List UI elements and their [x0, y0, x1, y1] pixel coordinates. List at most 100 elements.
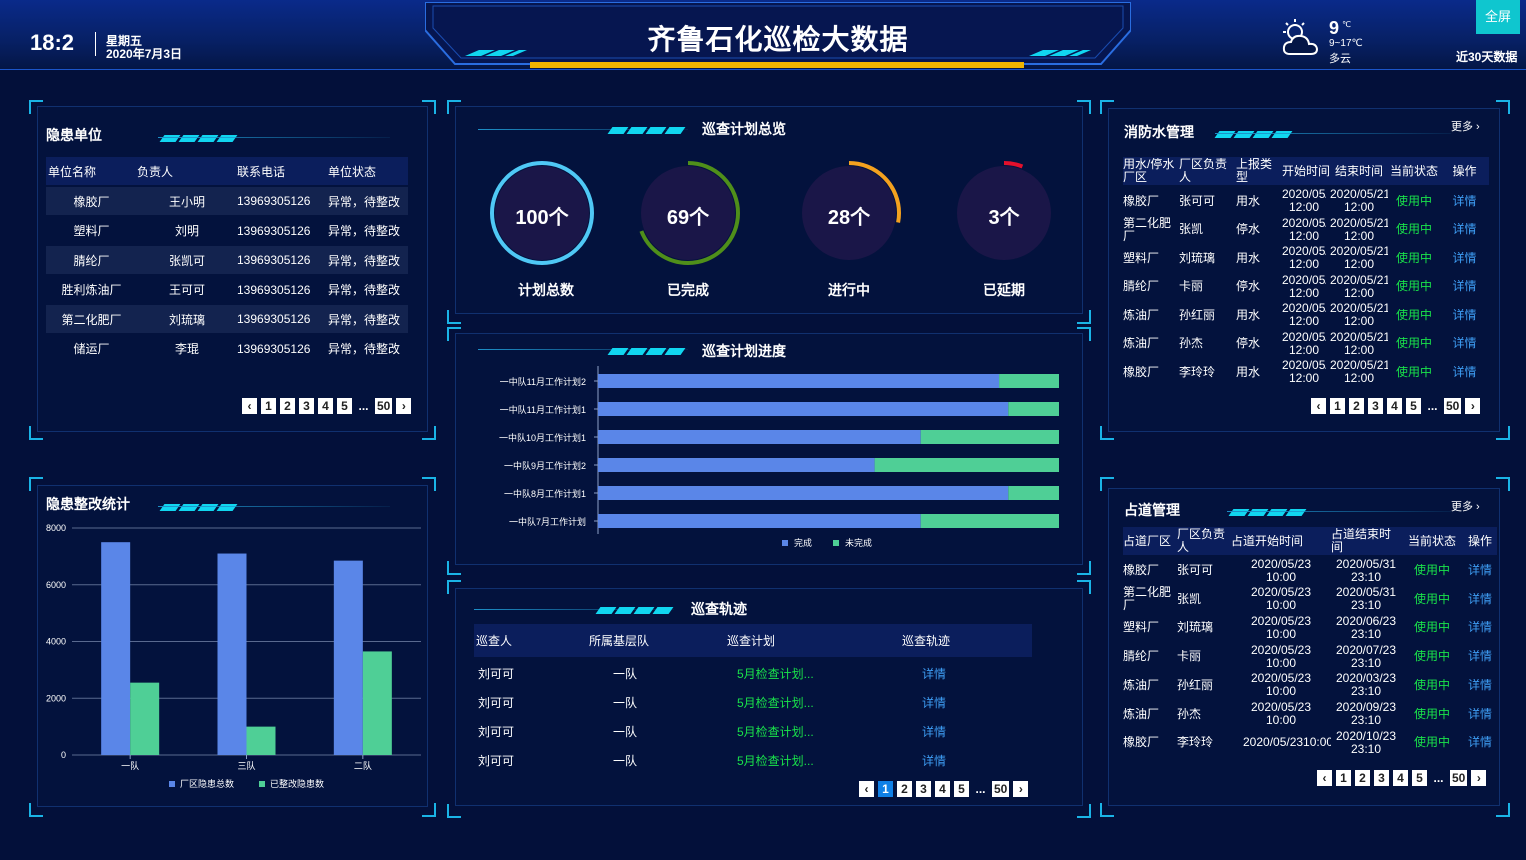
table-cell: 异常，待整改	[328, 224, 401, 238]
pagination: ‹ 1 2 3 4 5... 50 ›	[1317, 770, 1487, 786]
fullscreen-button[interactable]: 全屏	[1476, 0, 1520, 34]
panel-title: 巡查轨迹	[691, 601, 747, 617]
page-button[interactable]: 2	[1349, 398, 1364, 414]
prev-page-button[interactable]: ‹	[1311, 398, 1326, 414]
page-button[interactable]: 1	[261, 398, 276, 414]
detail-link[interactable]: 详情	[1452, 251, 1477, 265]
detail-link[interactable]: 详情	[1467, 736, 1492, 750]
table-cell: 2020/05/23 10:00	[1250, 614, 1312, 641]
detail-link[interactable]: 详情	[1452, 308, 1477, 322]
detail-link[interactable]: 详情	[1452, 365, 1477, 379]
column-header: 上报类型	[1236, 158, 1273, 184]
corner-bracket	[1100, 477, 1114, 491]
detail-link[interactable]: 详情	[1467, 564, 1492, 577]
page-button[interactable]: 2	[280, 398, 295, 414]
table-row: 腈纶厂 卡丽 2020/05/23 10:00 2020/07/23 23:10 使用中…	[1123, 643, 1497, 670]
corner-bracket	[1077, 561, 1091, 575]
page-button[interactable]: 2	[1355, 770, 1370, 786]
detail-link[interactable]: 详情	[1467, 621, 1492, 635]
table-cell: 5月检查计划...	[737, 753, 814, 768]
detail-link[interactable]: 详情	[922, 753, 947, 768]
table-cell: 储运厂	[73, 342, 110, 356]
table-row[interactable]: 储运厂 李琨 13969305126 异常，待整改	[46, 335, 408, 363]
table-row[interactable]: 第二化肥厂 刘琉璃 13969305126 异常，待整改	[46, 305, 408, 333]
bar-total	[333, 560, 363, 755]
table-row: 塑料厂 刘琉璃 2020/05/23 10:00 2020/06/23 23:10 使用…	[1123, 614, 1497, 641]
column-header: 当前状态	[1389, 164, 1438, 178]
detail-link[interactable]: 详情	[922, 695, 947, 710]
table-cell: 2020/05/20 12:00	[1282, 216, 1326, 243]
table-cell: 刘可可	[478, 724, 515, 739]
detail-link[interactable]: 详情	[1467, 678, 1492, 692]
table-row[interactable]: 橡胶厂 王小明 13969305126 异常，待整改	[46, 187, 408, 215]
page-button[interactable]: 5	[954, 781, 969, 797]
detail-link[interactable]: 详情	[1467, 650, 1492, 664]
table-cell: 异常，待整改	[328, 283, 401, 297]
table-row: 刘可可 一队 5月检查计划... 详情	[474, 721, 1032, 741]
corner-bracket	[422, 477, 436, 491]
prev-page-button[interactable]: ‹	[859, 781, 874, 797]
more-link[interactable]: 更多 ›	[1451, 118, 1480, 134]
table-cell: 13969305126	[237, 341, 311, 356]
table-row[interactable]: 塑料厂 刘明 13969305126 异常，待整改	[46, 217, 408, 245]
page-button[interactable]: 4	[1387, 398, 1402, 414]
next-page-button[interactable]: ›	[396, 398, 412, 414]
page-button[interactable]: 50	[992, 781, 1010, 797]
page-button[interactable]: 5	[1412, 770, 1427, 786]
detail-link[interactable]: 详情	[1452, 337, 1477, 350]
status-badge: 使用中	[1413, 621, 1450, 635]
table-cell: 2020/05/23 10:00	[1250, 557, 1312, 584]
page-button[interactable]: 5	[337, 398, 352, 414]
bar-done	[598, 402, 1009, 416]
page-button[interactable]: 50	[1450, 770, 1468, 786]
page-button[interactable]: 3	[1368, 398, 1383, 414]
category-label: 一中队10月工作计划1	[499, 432, 586, 443]
panel-title: 巡查计划进度	[702, 343, 786, 359]
overview-label: 进行中	[828, 282, 870, 298]
table-cell: 2020/05/20 12:00	[1282, 330, 1326, 357]
next-page-button[interactable]: ›	[1465, 398, 1481, 414]
prev-page-button[interactable]: ‹	[1317, 770, 1332, 786]
page-button[interactable]: 3	[916, 781, 931, 797]
page-button[interactable]: 3	[1374, 770, 1389, 786]
title-frame	[425, 2, 1131, 68]
title-underline	[1227, 511, 1451, 512]
title-underline	[478, 129, 688, 130]
page-button[interactable]: 4	[318, 398, 333, 414]
detail-link[interactable]: 详情	[1452, 280, 1477, 293]
detail-link[interactable]: 详情	[1452, 223, 1477, 236]
page-button[interactable]: 4	[935, 781, 950, 797]
page-button[interactable]: 4	[1393, 770, 1408, 786]
page-button[interactable]: 3	[299, 398, 314, 414]
next-page-button[interactable]: ›	[1471, 770, 1487, 786]
detail-link[interactable]: 详情	[922, 724, 947, 739]
page-button[interactable]: 2	[897, 781, 912, 797]
bar-undone	[1008, 486, 1059, 500]
table-row: 炼油厂 孙杰 2020/05/23 10:00 2020/09/23 23:10 使用中…	[1123, 701, 1497, 728]
detail-link[interactable]: 详情	[1452, 194, 1477, 208]
table-cell: 用水	[1236, 251, 1261, 265]
page-button[interactable]: 50	[375, 398, 393, 414]
column-header: 占道结束时间	[1331, 528, 1392, 554]
detail-link[interactable]: 详情	[922, 666, 947, 681]
prev-page-button[interactable]: ‹	[242, 398, 257, 414]
panel-title: 占道管理	[1124, 502, 1180, 518]
page-button[interactable]: 1	[1336, 770, 1351, 786]
detail-link[interactable]: 详情	[1467, 707, 1492, 721]
bar-done	[598, 430, 921, 444]
pagination: ‹ 1 2 3 4 5... 50 ›	[242, 398, 412, 414]
corner-bracket	[1100, 100, 1114, 114]
page-button[interactable]: 50	[1444, 398, 1462, 414]
table-cell: 13969305126	[237, 194, 311, 208]
next-page-button[interactable]: ›	[1013, 781, 1029, 797]
table-row[interactable]: 胜利炼油厂 王可可 13969305126 异常，待整改	[46, 276, 408, 304]
legend-label: 未完成	[845, 537, 872, 548]
more-link[interactable]: 更多 ›	[1451, 498, 1480, 514]
column-header: 巡查人	[476, 634, 513, 648]
page-button[interactable]: 1	[878, 781, 893, 797]
table-row[interactable]: 腈纶厂 张凯可 13969305126 异常，待整改	[46, 246, 408, 274]
page-button[interactable]: 1	[1330, 398, 1345, 414]
page-button[interactable]: 5	[1406, 398, 1421, 414]
detail-link[interactable]: 详情	[1467, 592, 1492, 606]
